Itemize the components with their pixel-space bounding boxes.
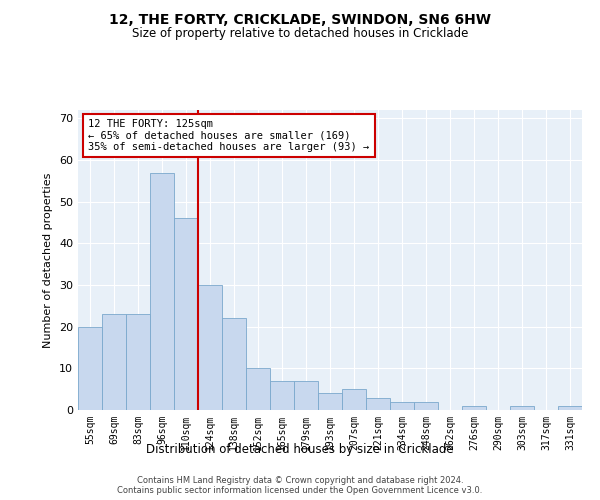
Text: 12, THE FORTY, CRICKLADE, SWINDON, SN6 6HW: 12, THE FORTY, CRICKLADE, SWINDON, SN6 6… <box>109 12 491 26</box>
Bar <box>558 406 582 410</box>
Text: Distribution of detached houses by size in Cricklade: Distribution of detached houses by size … <box>146 442 454 456</box>
Text: Size of property relative to detached houses in Cricklade: Size of property relative to detached ho… <box>132 28 468 40</box>
Y-axis label: Number of detached properties: Number of detached properties <box>43 172 53 348</box>
Bar <box>510 406 534 410</box>
Bar <box>246 368 270 410</box>
Bar <box>78 326 102 410</box>
Bar <box>390 402 414 410</box>
Text: Contains HM Land Registry data © Crown copyright and database right 2024.
Contai: Contains HM Land Registry data © Crown c… <box>118 476 482 495</box>
Bar <box>198 285 222 410</box>
Bar <box>270 381 294 410</box>
Bar <box>366 398 390 410</box>
Bar <box>318 394 342 410</box>
Bar <box>342 389 366 410</box>
Bar <box>102 314 126 410</box>
Bar <box>150 172 174 410</box>
Bar <box>414 402 438 410</box>
Bar <box>462 406 486 410</box>
Bar <box>174 218 198 410</box>
Text: 12 THE FORTY: 125sqm
← 65% of detached houses are smaller (169)
35% of semi-deta: 12 THE FORTY: 125sqm ← 65% of detached h… <box>88 119 370 152</box>
Bar <box>222 318 246 410</box>
Bar <box>126 314 150 410</box>
Bar <box>294 381 318 410</box>
